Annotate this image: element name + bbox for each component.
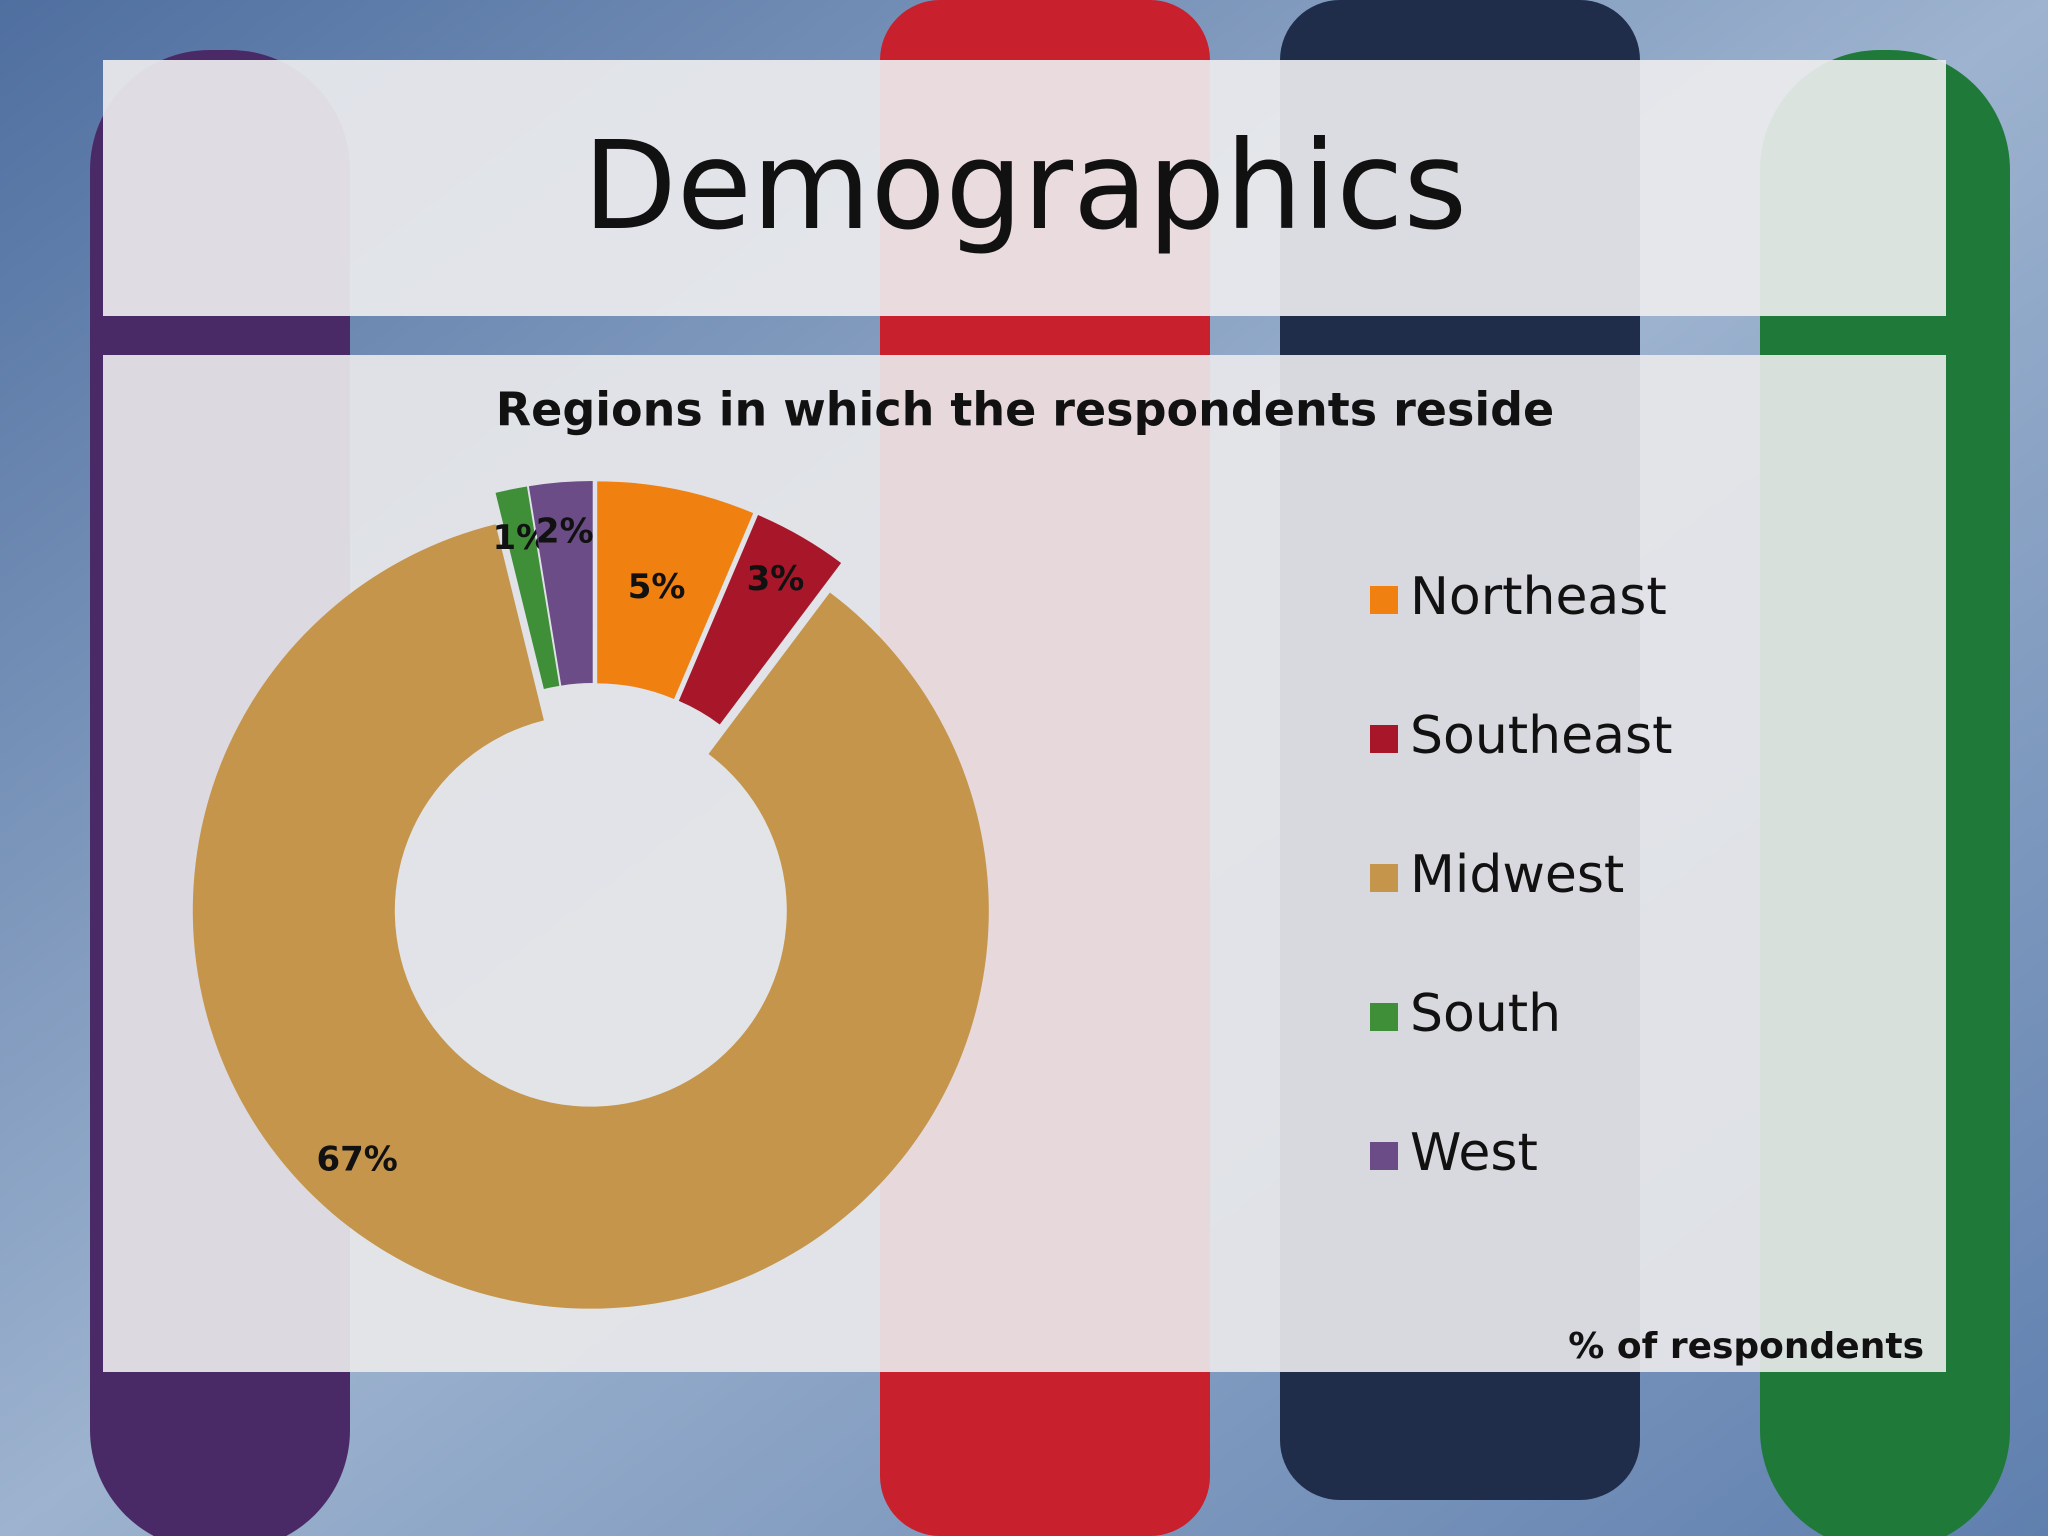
title-panel — [103, 60, 1946, 316]
chart-title: Regions in which the respondents reside — [496, 383, 1555, 437]
annotation: % of respondents — [1568, 1326, 1924, 1367]
legend-label: South — [1410, 984, 1561, 1044]
data-label: 3% — [747, 559, 805, 599]
legend-swatch — [1370, 586, 1398, 614]
slice — [192, 524, 989, 1309]
plot: 5% 3%67%1%2%NortheastSoutheastMidwestSout… — [192, 481, 1672, 1309]
slice — [495, 486, 560, 690]
data-label: 2% — [536, 512, 594, 552]
legend-label: Northeast — [1410, 567, 1667, 627]
legend-swatch — [1370, 725, 1398, 753]
legend-swatch — [1370, 864, 1398, 892]
slice — [528, 481, 593, 686]
data-label: 5% — [628, 567, 686, 607]
legend-label: Midwest — [1410, 845, 1624, 905]
slice — [678, 514, 842, 725]
legend-swatch — [1370, 1003, 1398, 1031]
slice — [597, 481, 754, 700]
slide-title: Demographics — [583, 115, 1467, 257]
legend-swatch — [1370, 1142, 1398, 1170]
legend-label: Southeast — [1410, 706, 1672, 766]
data-label: 67% — [316, 1139, 397, 1179]
legend-label: West — [1410, 1123, 1538, 1183]
